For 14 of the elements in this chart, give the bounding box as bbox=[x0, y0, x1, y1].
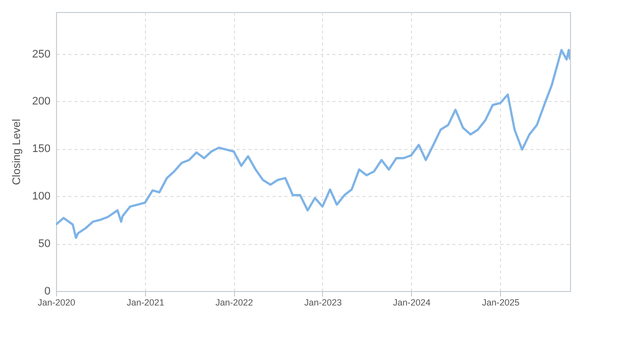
y-axis-title: Closing Level bbox=[11, 118, 24, 186]
y-tick-label: 250 bbox=[32, 48, 50, 60]
y-tick-label: 150 bbox=[32, 143, 50, 156]
y-tick-label: 0 bbox=[44, 286, 50, 298]
line-series bbox=[56, 48, 570, 239]
x-tick-label: Jan-2024 bbox=[392, 298, 430, 308]
x-tick-label: Jan-2025 bbox=[482, 298, 520, 308]
x-tick-label: Jan-2021 bbox=[126, 298, 164, 308]
x-tick-label: Jan-2023 bbox=[304, 298, 342, 308]
x-tick-label: Jan-2020 bbox=[38, 298, 76, 308]
y-tick-label: 200 bbox=[32, 96, 50, 108]
y-tick-label: 50 bbox=[38, 238, 50, 250]
x-tick-label: Jan-2022 bbox=[215, 298, 253, 308]
y-tick-label: 100 bbox=[32, 190, 50, 203]
